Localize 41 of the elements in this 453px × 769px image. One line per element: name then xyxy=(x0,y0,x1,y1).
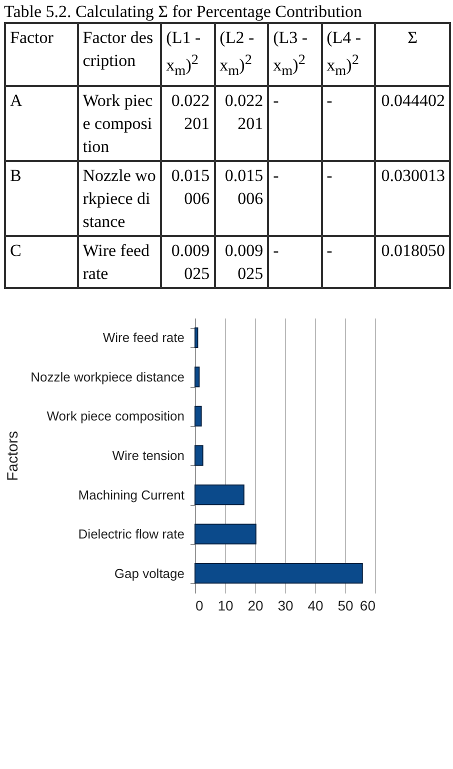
y-tick-label: Machining Current xyxy=(78,487,185,502)
y-tick-label: Gap voltage xyxy=(114,566,184,581)
x-tick-label: 60 xyxy=(360,598,376,614)
text: Σ xyxy=(375,23,450,86)
x-tick-label: 30 xyxy=(278,598,294,614)
text: 0.015006 xyxy=(161,161,215,236)
text: Table 5.2. Calculating Σ for Percentage Contribution xyxy=(4,2,364,22)
text: (L1 - x$_{m}$)$^{2}$ xyxy=(161,23,215,86)
text: (L2 - x$_{m}$)$^{2}$ xyxy=(214,23,268,86)
text: - xyxy=(268,86,322,162)
y-axis-title: Factors xyxy=(4,431,22,482)
text: 0.030013 xyxy=(375,161,450,236)
text: - xyxy=(322,236,376,288)
text: 0.009025 xyxy=(161,236,215,288)
x-tick-label: 10 xyxy=(218,598,234,614)
x-tick-label: 40 xyxy=(308,598,324,614)
y-tick-label: Wire tension xyxy=(112,448,184,464)
x-tick-label: 20 xyxy=(248,598,264,614)
text: B xyxy=(5,161,78,236)
text: Factor description xyxy=(78,23,162,86)
text: (L4 - x$_{m}$)$^{2}$ xyxy=(322,23,376,86)
text: 0.009025 xyxy=(214,236,268,288)
text: - xyxy=(268,236,322,288)
y-tick-label: Wire feed rate xyxy=(102,330,184,346)
text: (L3 - x$_{m}$)$^{2}$ xyxy=(268,23,322,86)
text: 0.044402 xyxy=(375,86,450,162)
text: A xyxy=(5,86,78,162)
y-tick-label: Work piece composition xyxy=(46,408,184,424)
text: - xyxy=(322,86,376,162)
x-tick-label: 0 xyxy=(196,598,204,614)
text: 0.022201 xyxy=(161,86,215,162)
x-tick-label: 50 xyxy=(338,598,354,614)
text: - xyxy=(268,161,322,236)
text: - xyxy=(322,161,376,236)
y-tick-label: Dielectric flow rate xyxy=(78,526,184,542)
y-tick-label: Nozzle workpiece distance xyxy=(30,369,184,384)
text: 0.018050 xyxy=(375,236,450,288)
text: Factor xyxy=(5,23,78,86)
text: 0.015006 xyxy=(214,161,268,236)
text: C xyxy=(5,236,78,288)
text: 0.022201 xyxy=(214,86,268,162)
